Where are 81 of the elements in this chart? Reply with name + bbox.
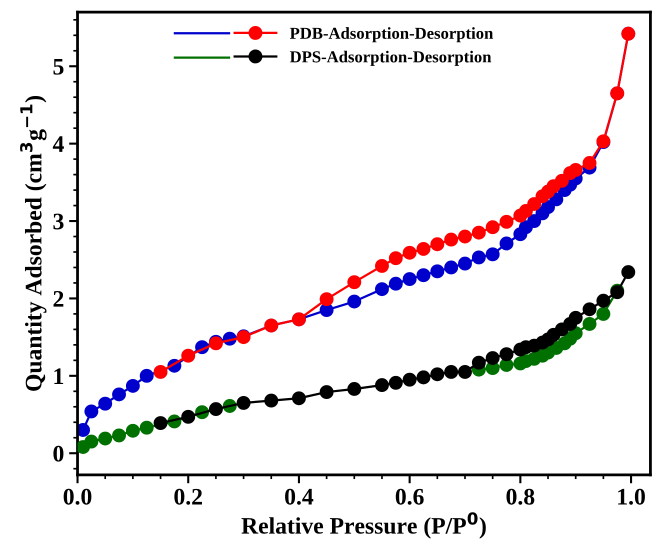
point [563,166,578,180]
y-axis-title: Quantity Adsorbed (cm$^{3}$g$^{−1}$) [20,96,47,391]
point [375,378,389,392]
point [486,247,500,262]
point [264,394,278,408]
point [347,382,362,396]
point [536,189,550,204]
point [140,420,154,435]
point [582,156,596,170]
point [402,372,417,387]
point [416,268,430,282]
point [236,396,251,410]
x-axis-title: Relative Pressure (P/P$^{0}$) [241,512,486,539]
point [596,294,610,308]
point [527,214,542,228]
point [500,236,514,250]
point [181,348,196,363]
x-tick-label: 1.0 [618,488,645,505]
point [208,402,223,416]
y-tick-label: 1 [54,368,64,384]
point [98,396,112,411]
y-tick-label: 2 [54,290,64,307]
point [486,220,500,234]
point [181,410,196,424]
point [458,256,472,271]
point [500,214,514,229]
point [444,365,458,379]
point [500,347,514,362]
point [112,387,126,402]
point [458,365,472,379]
point [320,292,334,306]
point [513,208,528,223]
point [444,260,458,274]
point [84,404,98,418]
point [596,306,610,321]
point [388,276,403,291]
point [416,242,430,256]
y-tick-label: 4 [52,136,64,152]
point [388,251,403,266]
point [513,342,528,356]
point [154,416,168,430]
point [292,391,306,406]
point [320,385,334,400]
point [347,275,362,290]
y-tick-label: 5 [53,58,64,75]
point [154,365,168,379]
point [375,258,389,273]
point [621,265,636,280]
point [347,294,362,308]
x-tick-label: 0.8 [506,488,534,505]
y-tick-label: 0 [53,446,64,462]
point [582,317,596,331]
point [140,368,154,383]
point [78,423,90,437]
x-tick-label: 0.4 [285,488,314,505]
point [402,246,417,260]
legend-label: DPS-Adsorption-Desorption [290,50,492,66]
point [444,232,458,247]
point [126,424,140,438]
x-tick-label: 0.6 [396,488,424,505]
point [472,226,486,240]
point [416,370,430,384]
point [430,237,444,252]
point [388,376,403,390]
point [98,432,112,446]
point [112,428,126,442]
point [430,367,444,382]
point [472,356,486,370]
point [486,351,500,365]
point [402,272,417,286]
point [430,264,444,278]
point [582,302,596,316]
x-tick-label: 0.2 [174,488,202,505]
legend-label: PDB-Adsorption-Desorption [290,27,494,42]
point [375,282,389,296]
point [84,434,98,449]
x-tick-label: 0.0 [64,488,92,505]
y-tick-label: 3 [53,214,64,230]
point [458,230,472,244]
point [126,378,140,393]
point [472,250,486,264]
